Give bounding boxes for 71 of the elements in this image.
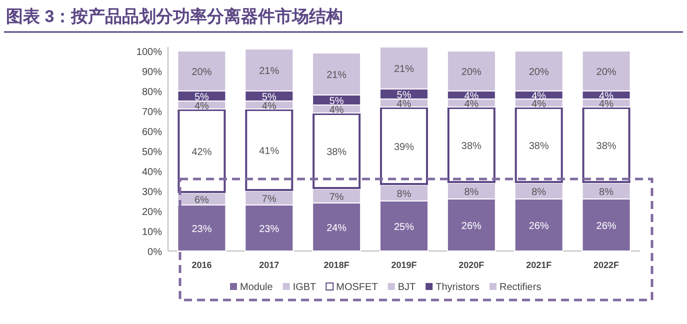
data-label: 8% xyxy=(464,187,479,198)
y-tick-label: 10% xyxy=(142,227,162,238)
bar xyxy=(380,200,428,252)
bar xyxy=(514,198,564,252)
legend-label: Thyristors xyxy=(436,282,480,293)
legend-label: Rectifiers xyxy=(500,282,542,293)
data-label: 38% xyxy=(596,141,616,152)
data-label: 38% xyxy=(461,141,482,152)
y-tick-label: 50% xyxy=(142,147,162,158)
x-tick-label: 2016 xyxy=(192,260,212,270)
data-label: 4% xyxy=(262,101,276,112)
y-tick-label: 100% xyxy=(136,47,162,58)
bar xyxy=(582,198,631,252)
data-label: 20% xyxy=(192,67,212,78)
data-label: 39% xyxy=(394,142,414,153)
data-label: 7% xyxy=(262,194,276,205)
data-label: 21% xyxy=(259,66,280,77)
data-label: 23% xyxy=(259,224,280,235)
data-label: 5% xyxy=(396,90,412,101)
bar xyxy=(177,204,226,252)
data-label: 21% xyxy=(326,70,347,81)
data-label: 4% xyxy=(464,99,479,110)
chart-title: 图表 3：按产品品划分功率分离器件市场结构 xyxy=(6,7,344,26)
y-tick-label: 20% xyxy=(142,207,162,218)
x-tick-label: 2021F xyxy=(526,260,552,270)
data-label: 25% xyxy=(394,222,414,233)
data-label: 8% xyxy=(599,187,614,198)
x-tick-label: 2020F xyxy=(458,260,485,270)
data-label: 5% xyxy=(194,92,210,103)
data-label: 8% xyxy=(396,189,412,200)
data-label: 6% xyxy=(194,195,210,206)
data-label: 26% xyxy=(528,221,549,232)
data-label: 20% xyxy=(596,67,616,78)
x-tick-label: 2017 xyxy=(259,260,280,270)
data-label: 21% xyxy=(394,64,414,75)
data-label: 4% xyxy=(396,99,412,110)
data-label: 8% xyxy=(532,187,546,198)
data-label: 4% xyxy=(329,105,344,116)
data-label: 24% xyxy=(326,223,347,234)
legend-label: IGBT xyxy=(292,282,316,293)
data-label: 4% xyxy=(599,99,614,110)
y-tick-label: 0% xyxy=(148,247,162,258)
data-label: 26% xyxy=(461,221,482,232)
data-label: 42% xyxy=(192,147,212,158)
data-label: 7% xyxy=(329,192,344,203)
y-tick-label: 30% xyxy=(142,187,162,198)
data-label: 38% xyxy=(528,141,549,152)
y-tick-label: 70% xyxy=(142,107,162,118)
bar xyxy=(446,198,496,252)
y-tick-label: 60% xyxy=(142,127,162,138)
data-label: 20% xyxy=(528,67,549,78)
bar xyxy=(312,202,362,252)
data-label: 5% xyxy=(329,96,344,107)
bar xyxy=(244,204,294,252)
legend-label: BJT xyxy=(398,282,416,293)
y-tick-label: 90% xyxy=(142,67,162,78)
x-tick-label: 2018F xyxy=(324,260,350,270)
y-tick-label: 80% xyxy=(142,87,162,98)
legend-label: MOSFET xyxy=(336,282,378,293)
x-tick-label: 2019F xyxy=(391,260,418,270)
data-label: 23% xyxy=(192,224,212,235)
data-label: 38% xyxy=(326,147,347,158)
data-label: 5% xyxy=(262,92,276,103)
data-label: 4% xyxy=(194,101,210,112)
data-label: 41% xyxy=(259,146,280,157)
data-label: 26% xyxy=(596,221,616,232)
data-label: 20% xyxy=(461,67,482,78)
data-label: 4% xyxy=(532,99,546,110)
legend-label: Module xyxy=(240,282,274,293)
x-tick-label: 2022F xyxy=(594,260,620,270)
y-tick-label: 40% xyxy=(142,167,162,178)
